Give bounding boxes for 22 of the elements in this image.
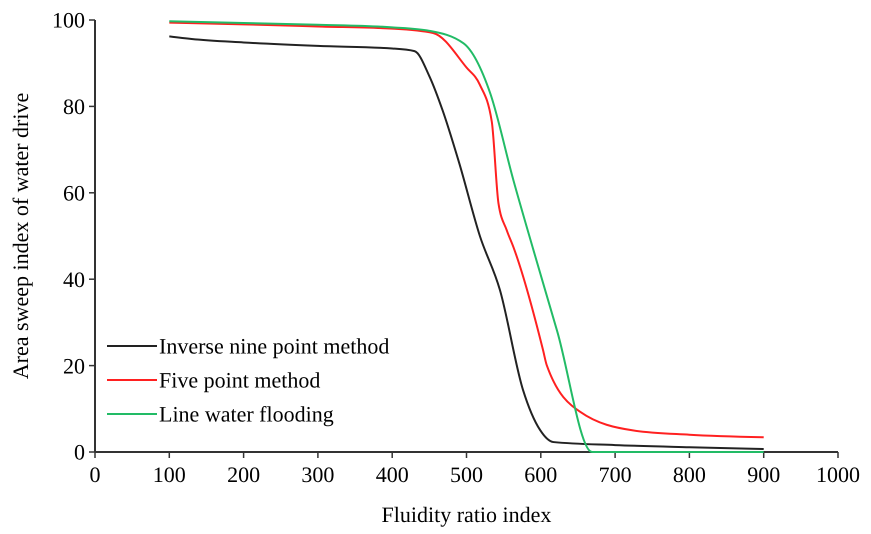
x-tick-label: 300 [301,462,334,487]
x-axis-title: Fluidity ratio index [382,502,552,527]
y-tick-label: 60 [63,180,85,206]
x-tick-label: 200 [227,462,260,487]
y-tick-label: 80 [63,94,85,120]
x-tick-label: 800 [672,462,706,487]
x-tick-label: 1000 [816,462,860,487]
x-tick-label: 100 [152,462,186,487]
x-tick-label: 700 [598,462,632,487]
legend-label: Inverse nine point method [159,334,390,359]
y-tick-label: 40 [63,266,85,292]
x-tick-label: 0 [90,462,100,487]
x-tick-label: 400 [376,462,409,487]
legend-label: Five point method [159,368,320,393]
x-tick-label: 600 [524,462,558,487]
x-tick-label: 500 [450,462,483,487]
y-tick-label: 0 [74,440,85,465]
legend-label: Line water flooding [159,402,334,427]
y-tick-label: 20 [63,353,85,378]
y-tick-label: 100 [52,8,85,33]
y-axis-title: Area sweep index of water drive [8,92,33,380]
x-tick-label: 900 [747,462,780,487]
